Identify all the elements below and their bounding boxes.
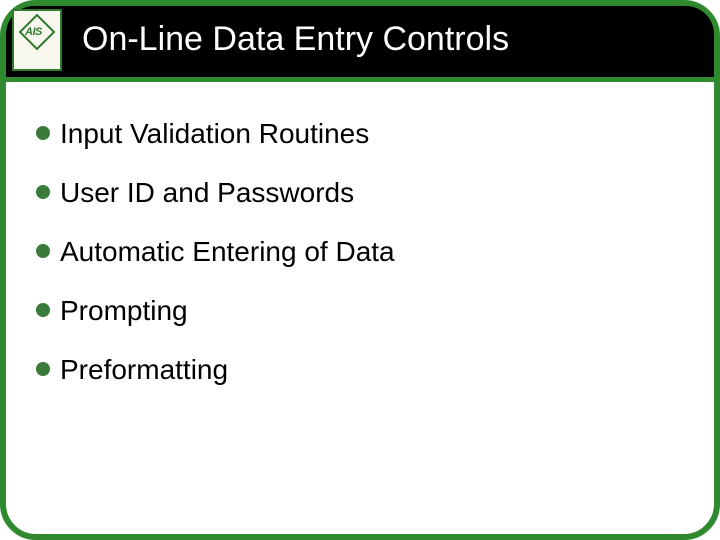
bullet-icon (36, 126, 50, 140)
bullet-label: Automatic Entering of Data (60, 234, 395, 269)
slide-frame: AIS On-Line Data Entry Controls Input Va… (0, 0, 720, 540)
list-item: Preformatting (36, 352, 684, 387)
logo-text: AIS (25, 26, 42, 38)
list-item: User ID and Passwords (36, 175, 684, 210)
bullet-label: Preformatting (60, 352, 228, 387)
bullet-label: Prompting (60, 293, 188, 328)
logo-inner: AIS (18, 17, 56, 63)
slide-title: On-Line Data Entry Controls (82, 20, 694, 59)
bullet-icon (36, 303, 50, 317)
list-item: Input Validation Routines (36, 116, 684, 151)
bullet-icon (36, 362, 50, 376)
bullet-label: Input Validation Routines (60, 116, 369, 151)
logo-badge: AIS (12, 9, 62, 71)
list-item: Prompting (36, 293, 684, 328)
header-band: AIS On-Line Data Entry Controls (6, 6, 714, 82)
content-area: Input Validation Routines User ID and Pa… (36, 116, 684, 411)
bullet-icon (36, 244, 50, 258)
list-item: Automatic Entering of Data (36, 234, 684, 269)
bullet-label: User ID and Passwords (60, 175, 354, 210)
bullet-icon (36, 185, 50, 199)
